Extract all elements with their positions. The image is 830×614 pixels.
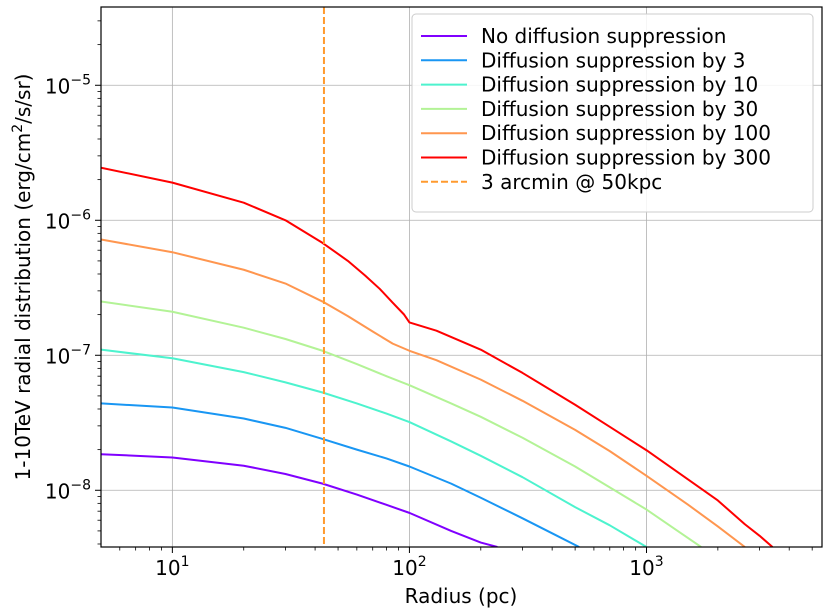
chart: 101 102 103 10−810−710−610−5 Radius (pc) 1… [0,0,830,614]
legend-label-1: No diffusion suppression [481,24,726,48]
legend-label-2: Diffusion suppression by 3 [481,48,746,72]
legend-label-7: 3 arcmin @ 50kpc [481,170,662,194]
x-axis-title: Radius (pc) [405,584,518,608]
y-axis-title-prefix: 1-10TeV radial distribution (erg/cm [11,133,35,481]
y-axis-title-suffix: /s/sr) [11,74,35,124]
legend-label-3: Diffusion suppression by 10 [481,73,758,97]
y-axis-title-sup: 2 [10,124,26,133]
legend-label-4: Diffusion suppression by 30 [481,97,758,121]
legend-label-6: Diffusion suppression by 300 [481,146,771,170]
y-axis-title: 1-10TeV radial distribution (erg/cm2/s/s… [10,74,35,481]
legend-label-5: Diffusion suppression by 100 [481,121,771,145]
